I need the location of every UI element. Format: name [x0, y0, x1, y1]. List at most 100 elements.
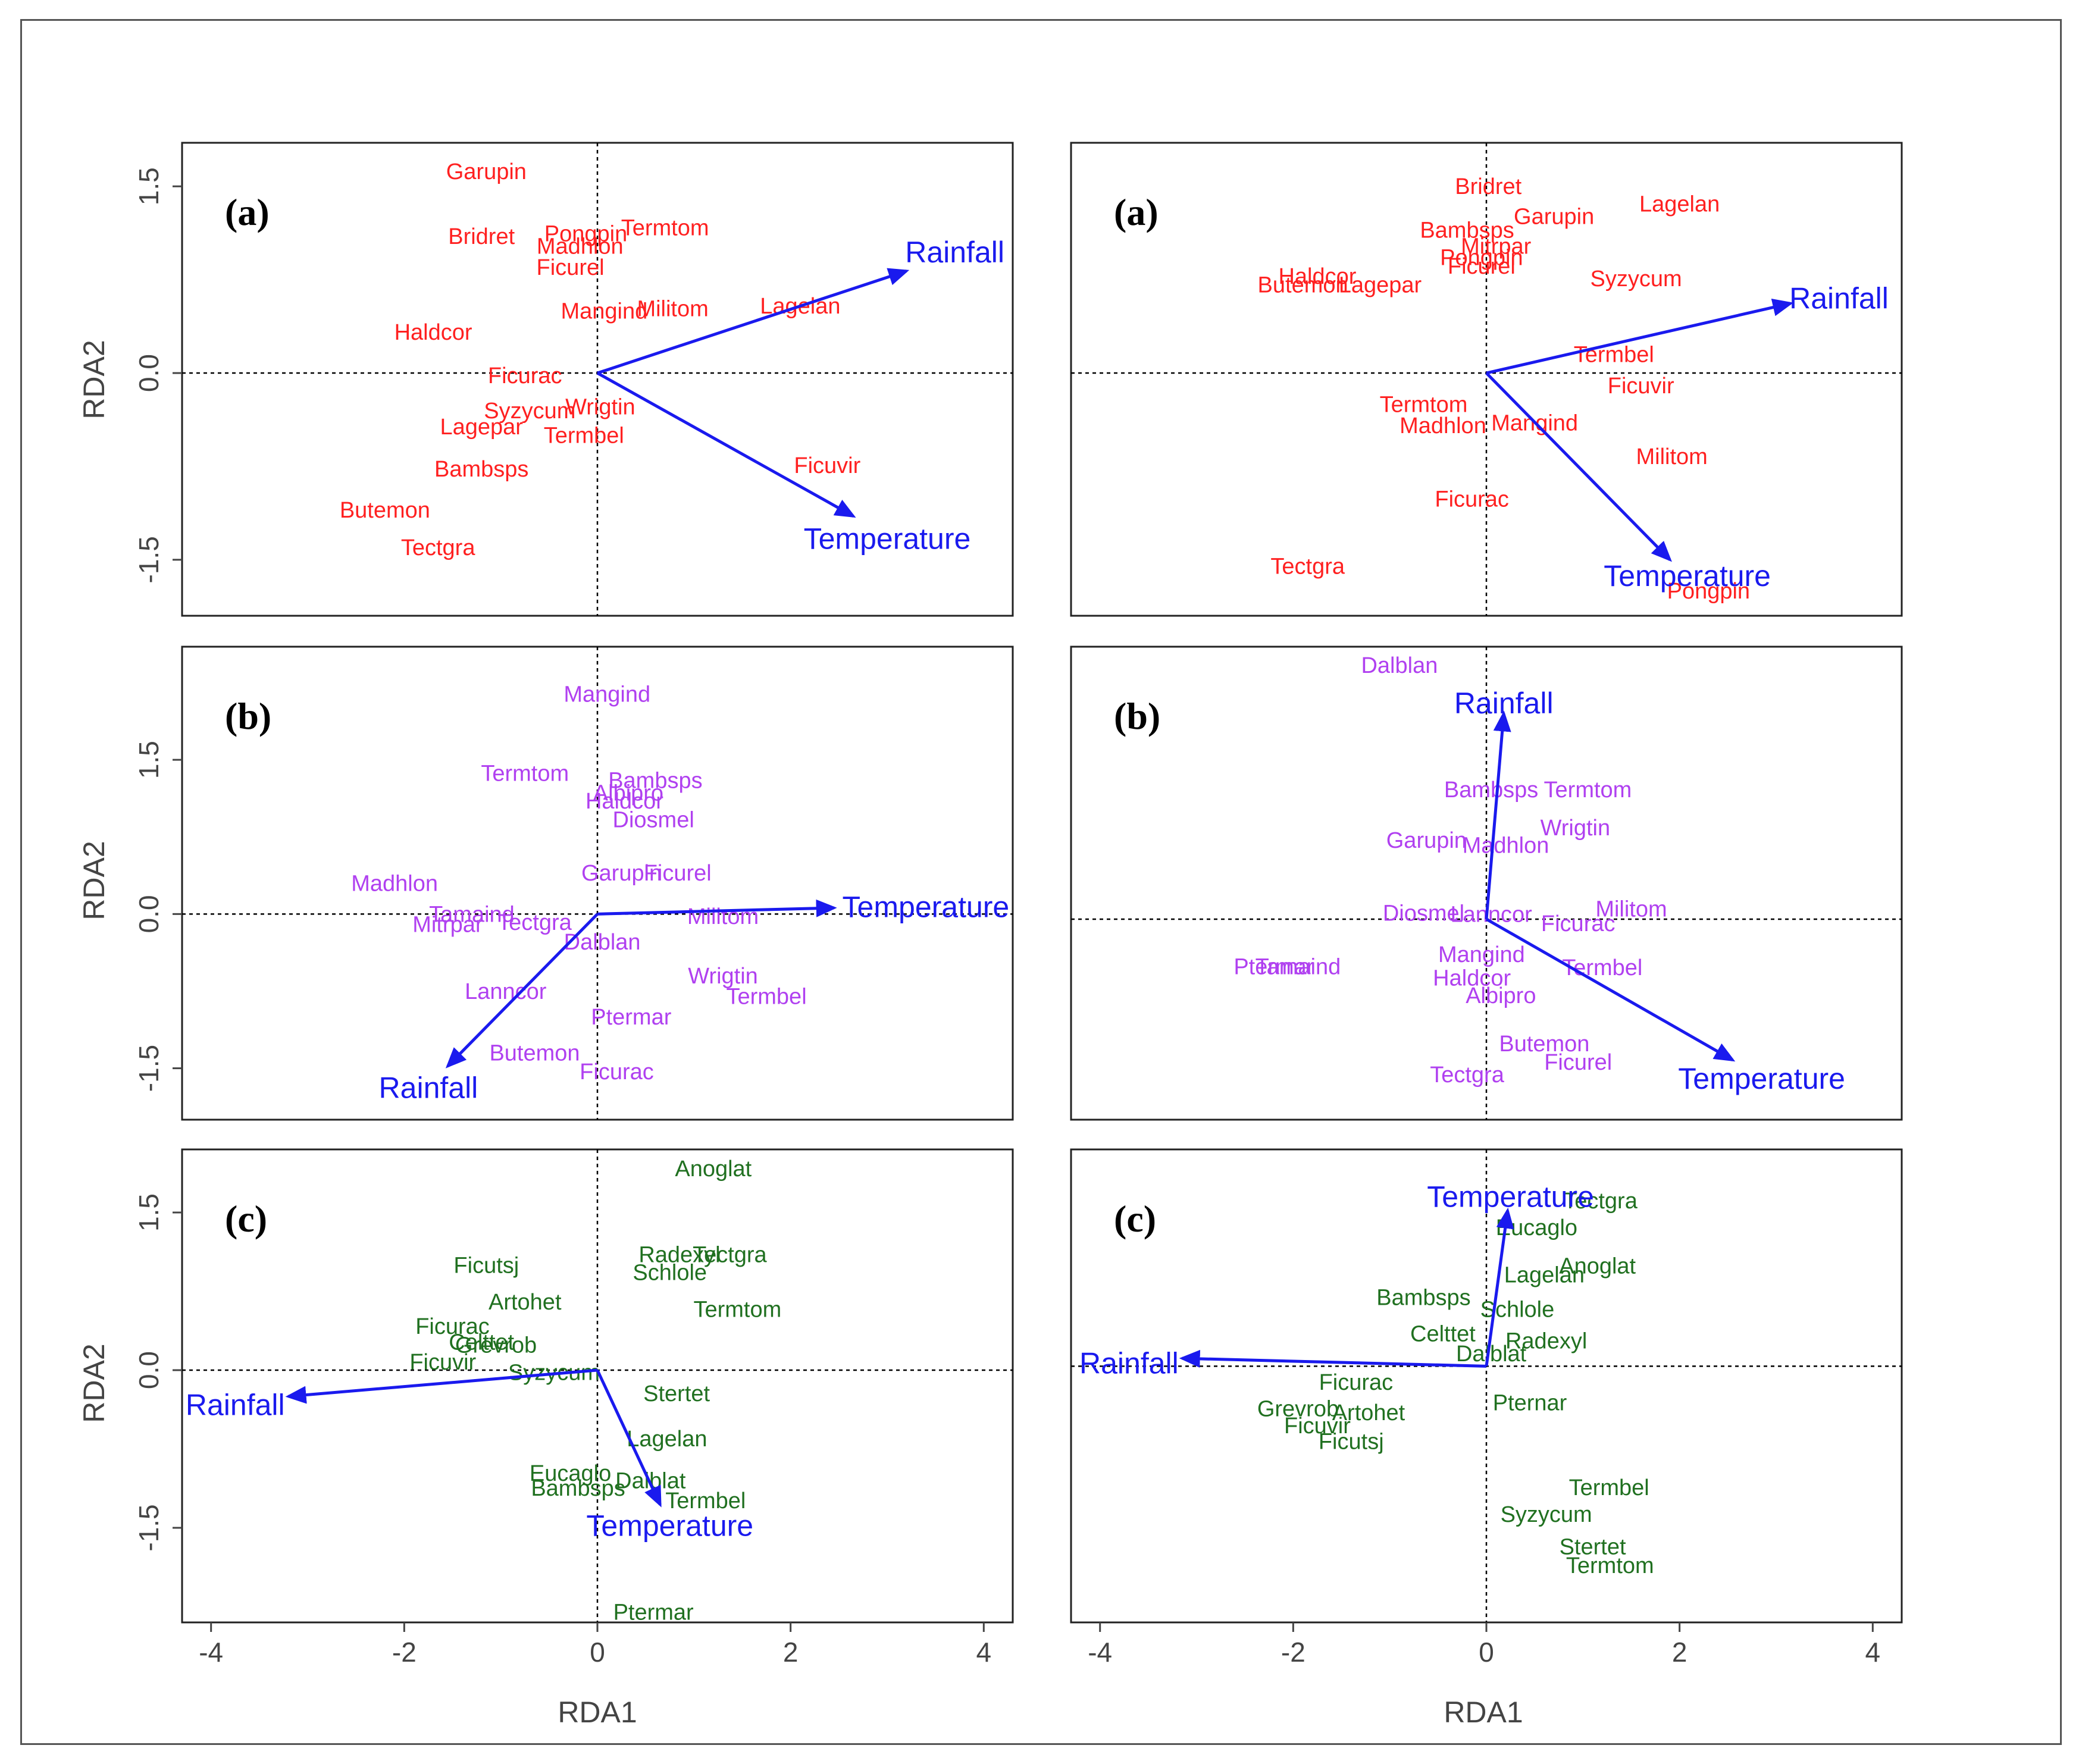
- species-label: Grevrob: [1257, 1397, 1339, 1422]
- panel-label: (b): [1114, 695, 1160, 737]
- panel-label: (c): [1114, 1198, 1156, 1240]
- species-label: Grevrob: [455, 1333, 537, 1358]
- env-arrow-temperature: [596, 1369, 662, 1508]
- species-label: Tectgra: [497, 910, 572, 935]
- species-label: Ficuvir: [409, 1350, 476, 1375]
- species-label: Pongpin: [544, 222, 627, 247]
- species-label: Pongpin: [1440, 245, 1523, 270]
- species-label: Lagelan: [1504, 1262, 1585, 1287]
- y-axis-title-top: RDA2: [77, 340, 111, 419]
- env-arrow-label: Rainfall: [186, 1388, 285, 1421]
- species-label: Termtom: [621, 215, 709, 240]
- species-label: Artohet: [489, 1290, 562, 1315]
- species-label: Ficutsj: [453, 1253, 519, 1278]
- species-label: Madhlon: [1463, 834, 1549, 858]
- species-label: Madhlon: [537, 234, 624, 259]
- species-label: Ficuvir: [1284, 1414, 1351, 1439]
- x-tick-label: 0: [590, 1637, 605, 1668]
- species-label: Termbel: [1569, 1475, 1649, 1500]
- species-label: Ficurac: [415, 1314, 490, 1339]
- species-label: Ficurel: [1448, 254, 1516, 279]
- species-label: Syzycum: [484, 399, 575, 424]
- species-label: Tectgra: [693, 1243, 767, 1268]
- species-label: Bambsps: [1420, 218, 1514, 243]
- species-label: Termtom: [481, 762, 569, 787]
- species-label: Schlole: [633, 1261, 707, 1286]
- species-label: Termtom: [693, 1298, 781, 1323]
- env-arrow-label: Temperature: [1604, 559, 1771, 593]
- env-arrow-temperature: [1485, 1207, 1514, 1367]
- x-tick-label: 0: [1479, 1637, 1494, 1668]
- species-label: Termbel: [1562, 955, 1642, 980]
- x-tick-label: 2: [783, 1637, 799, 1668]
- species-label: Pongpin: [1667, 579, 1750, 604]
- species-label: Ficurel: [537, 255, 605, 280]
- species-label: Tectgra: [1430, 1063, 1504, 1088]
- species-label: Radexyl: [638, 1243, 720, 1268]
- species-label: Dalblan: [1361, 653, 1438, 678]
- species-label: Tamaind: [429, 902, 515, 927]
- x-axis-title-right: RDA1: [1444, 1696, 1523, 1729]
- species-label: Tectgra: [401, 535, 475, 560]
- species-label: Dalblat: [1456, 1342, 1527, 1367]
- species-label: Syzycum: [1501, 1502, 1592, 1527]
- y-tick-label: 1.5: [133, 1193, 164, 1232]
- env-arrow-label: Rainfall: [905, 236, 1004, 269]
- rda-panel-p1: -1.5 0.0 1.5 (a) Garupin Bridret PongpinTermto…: [133, 142, 1014, 617]
- species-label: Anoglat: [1559, 1254, 1636, 1279]
- species-label: Ficurac: [580, 1060, 654, 1085]
- species-label: Stertet: [1560, 1534, 1626, 1559]
- species-label: Tamaind: [1256, 954, 1341, 979]
- y-axis-title-bottom: RDA2: [77, 1343, 111, 1423]
- species-label: Ficurel: [644, 861, 712, 886]
- species-label: Lagelan: [1639, 192, 1720, 217]
- figure-border: [20, 19, 2062, 1745]
- species-label: Anoglat: [675, 1157, 752, 1182]
- env-arrow-rainfall: [445, 913, 599, 1069]
- species-label: Bambsps: [1376, 1285, 1470, 1310]
- species-label: Diosmel: [1383, 901, 1464, 926]
- species-label: Madhlon: [1400, 413, 1486, 438]
- x-axis-title-left: RDA1: [558, 1696, 637, 1729]
- species-label: Ficurac: [1541, 911, 1615, 936]
- x-tick-label: 2: [1672, 1637, 1687, 1668]
- species-label: Wrigtin: [688, 964, 758, 989]
- species-label: Ficutsj: [1319, 1429, 1384, 1454]
- env-arrow-label: Rainfall: [1079, 1346, 1179, 1380]
- y-tick-label: 0.0: [133, 895, 164, 933]
- species-label: Tectgra: [1563, 1189, 1638, 1214]
- env-arrow-label: Temperature: [804, 522, 971, 555]
- species-label: Ficurac: [488, 364, 562, 388]
- panel-label: (c): [225, 1198, 267, 1240]
- env-arrow-rainfall: [1485, 710, 1511, 920]
- species-label: Lagepar: [440, 415, 523, 440]
- env-arrow-rainfall: [1486, 298, 1794, 375]
- y-axis-title-middle: RDA2: [77, 841, 111, 920]
- env-arrow-temperature: [596, 371, 856, 518]
- y-tick-label: 1.5: [133, 167, 164, 205]
- species-label: Ptermar: [1233, 954, 1314, 979]
- x-tick-label: 4: [1865, 1637, 1881, 1668]
- species-label: Bambsps: [434, 457, 528, 482]
- env-arrow-temperature: [1485, 372, 1672, 562]
- species-label: Garupin: [581, 861, 662, 886]
- species-label: Dalblan: [564, 930, 641, 955]
- species-label: Wrigtin: [565, 395, 635, 420]
- species-label: Radexyl: [1505, 1329, 1587, 1353]
- species-label: Artohet: [1332, 1400, 1405, 1425]
- rda-panel-p2: (a)BridretLagelanGarupinBambspsMitrparPo…: [1070, 142, 1903, 617]
- species-label: Garupin: [446, 159, 527, 184]
- env-arrow-label: Temperature: [1678, 1062, 1845, 1095]
- species-label: Haldcor: [1433, 966, 1511, 991]
- env-arrow-rainfall: [597, 268, 910, 375]
- species-label: Butemon: [1258, 273, 1348, 298]
- species-label: Celttet: [1410, 1322, 1476, 1347]
- species-label: Ptermar: [591, 1005, 671, 1030]
- species-label: Stertet: [643, 1381, 710, 1406]
- species-label: Haldcor: [586, 789, 663, 814]
- species-label: Haldcor: [395, 320, 472, 345]
- x-tick-label: -4: [1088, 1637, 1112, 1668]
- species-label: Mitrpar: [1461, 234, 1532, 259]
